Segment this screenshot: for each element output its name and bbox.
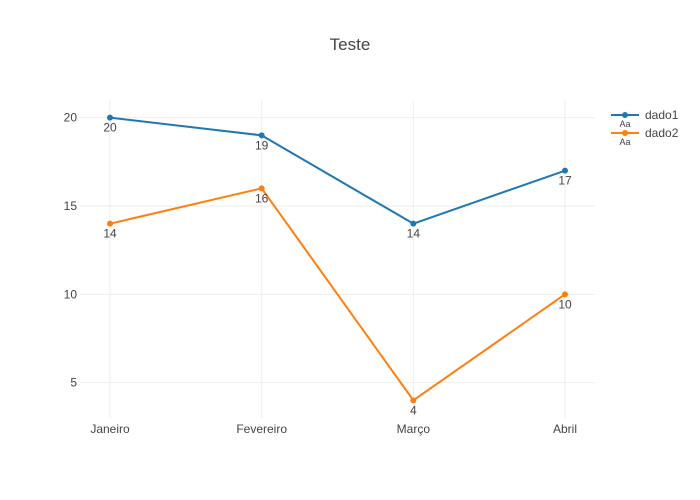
legend-item-dado1[interactable]: Aa dado1: [611, 108, 679, 129]
y-gridlines: [80, 117, 595, 384]
data-label: 10: [558, 297, 572, 311]
x-tick-label: Março: [397, 422, 431, 436]
data-label: 19: [255, 138, 269, 152]
x-axis-ticks: Janeiro Fevereiro Março Abril: [90, 422, 577, 436]
chart-title: Teste: [330, 35, 371, 54]
data-point[interactable]: [410, 220, 417, 227]
y-axis-ticks: 5 10 15 20: [64, 111, 78, 390]
data-label: 16: [255, 191, 269, 205]
data-label: 17: [558, 174, 572, 188]
legend-marker-icon: [622, 112, 628, 118]
x-tick-label: Janeiro: [90, 422, 130, 436]
data-label: 14: [103, 227, 117, 241]
series-line: [109, 116, 566, 225]
series-layer: 20 19 14 17 14 16 4 10: [103, 114, 572, 417]
x-gridlines: [109, 100, 566, 418]
series-dado1: 20 19 14 17: [103, 114, 572, 241]
series-dado2: 14 16 4 10: [103, 185, 572, 417]
y-tick-label: 10: [64, 287, 78, 301]
data-point[interactable]: [410, 397, 417, 404]
data-point[interactable]: [562, 167, 568, 174]
legend-label: dado2: [645, 126, 679, 140]
data-point[interactable]: [258, 132, 265, 139]
legend[interactable]: Aa dado1 Aa dado2: [611, 108, 679, 147]
data-point[interactable]: [107, 220, 113, 227]
data-point[interactable]: [562, 291, 568, 298]
legend-item-dado2[interactable]: Aa dado2: [611, 126, 679, 147]
data-point[interactable]: [258, 185, 265, 192]
data-label: 4: [410, 403, 417, 417]
legend-text-sample: Aa: [619, 119, 630, 129]
data-label: 20: [103, 121, 117, 135]
data-label: 14: [407, 227, 421, 241]
y-tick-label: 5: [70, 376, 77, 390]
legend-marker-icon: [622, 130, 628, 136]
series-line: [109, 187, 566, 402]
legend-label: dado1: [645, 108, 679, 122]
x-tick-label: Abril: [553, 422, 577, 436]
y-tick-label: 20: [64, 111, 78, 125]
y-tick-label: 15: [64, 199, 78, 213]
x-tick-label: Fevereiro: [236, 422, 287, 436]
legend-text-sample: Aa: [619, 137, 630, 147]
data-point[interactable]: [107, 114, 113, 121]
